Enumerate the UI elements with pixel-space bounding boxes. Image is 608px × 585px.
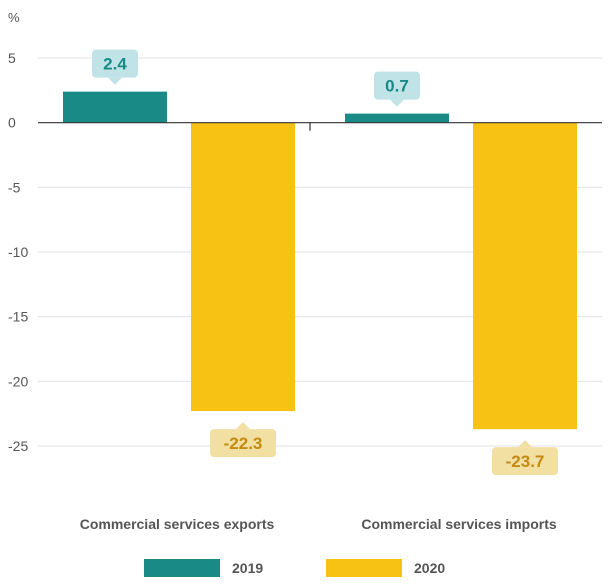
y-tick-label: 0 [8, 115, 16, 131]
data-label-pointer [236, 422, 250, 430]
y-unit-label: % [8, 10, 20, 25]
bars [63, 91, 577, 430]
category-label: Commercial services imports [361, 516, 557, 532]
data-label-callout: 0.7 [374, 71, 420, 107]
legend-swatch [144, 559, 220, 577]
data-label: -23.7 [506, 452, 545, 471]
data-label-pointer [390, 99, 404, 107]
data-labels: 2.4 -22.3 0.7 -23.7 [92, 49, 558, 476]
y-axis-tick-labels: 5 0 -5 -10 -15 -20 -25 [8, 50, 28, 454]
bar [63, 91, 167, 123]
data-label-callout: -22.3 [210, 422, 276, 458]
legend-label: 2020 [414, 560, 445, 576]
data-label-box [374, 71, 420, 100]
gridlines [38, 57, 602, 447]
legend-swatch [326, 559, 402, 577]
y-tick-label: 5 [8, 50, 16, 66]
bar [345, 113, 449, 123]
bar [191, 122, 295, 412]
data-label: 0.7 [385, 77, 409, 96]
y-tick-label: -20 [8, 373, 28, 389]
bar [473, 122, 577, 430]
y-tick-label: -10 [8, 244, 28, 260]
category-label: Commercial services exports [80, 516, 275, 532]
data-label-pointer [108, 77, 122, 85]
data-label-box [492, 447, 558, 476]
y-tick-label: -5 [8, 179, 21, 195]
y-tick-label: -15 [8, 309, 28, 325]
data-label-callout: -23.7 [492, 440, 558, 476]
data-label: 2.4 [103, 55, 127, 74]
data-label: -22.3 [224, 434, 263, 453]
data-label-box [92, 49, 138, 78]
legend-label: 2019 [232, 560, 263, 576]
zero-baseline [38, 122, 602, 131]
data-label-box [210, 429, 276, 458]
legend-item: 2019 [144, 559, 263, 577]
data-label-pointer [518, 440, 532, 448]
category-labels: Commercial services exports Commercial se… [80, 516, 557, 532]
data-label-callout: 2.4 [92, 49, 138, 85]
legend-item: 2020 [326, 559, 445, 577]
y-tick-label: -25 [8, 438, 28, 454]
legend: 2019 2020 [144, 559, 445, 577]
